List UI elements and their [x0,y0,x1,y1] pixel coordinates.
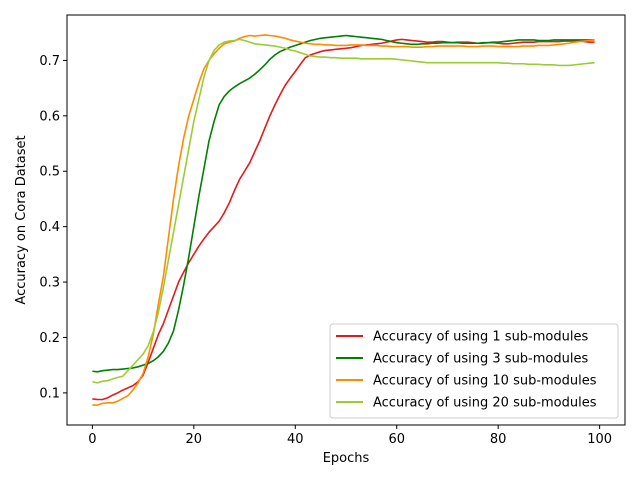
legend-label: Accuracy of using 10 sub-modules [373,374,597,389]
plot-lines [92,34,595,406]
x-axis-label: Epochs [323,451,370,466]
legend-label: Accuracy of using 3 sub-modules [373,352,588,367]
y-axis-ticks: 0.1 0.2 0.3 0.4 0.5 0.6 0.7 [39,54,67,401]
series-line-3 [92,34,595,406]
series-line-4 [92,38,595,384]
x-tick-label: 40 [287,432,304,447]
x-tick-label: 100 [587,432,612,447]
x-tick-label: 60 [388,432,405,447]
x-tick-label: 0 [88,432,96,447]
plot-frame [66,14,626,426]
y-axis-label: Accuracy on Cora Dataset [14,135,29,304]
legend-box [329,323,619,419]
y-tick-label: 0.2 [39,331,60,346]
series-line-2 [92,34,595,373]
y-tick-label: 0.4 [39,220,60,235]
y-tick-label: 0.5 [39,165,60,180]
series-line-1 [92,38,595,401]
x-tick-label: 80 [490,432,507,447]
y-tick-label: 0.7 [39,54,60,69]
legend-label: Accuracy of using 20 sub-modules [373,396,597,411]
legend-label: Accuracy of using 1 sub-modules [373,330,588,345]
x-axis-ticks: 0 20 40 60 80 100 [88,425,612,447]
y-tick-label: 0.3 [39,276,60,291]
y-tick-label: 0.6 [39,109,60,124]
y-tick-label: 0.1 [39,386,60,401]
x-tick-label: 20 [186,432,203,447]
legend: Accuracy of using 1 sub-modules Accuracy … [329,323,619,419]
